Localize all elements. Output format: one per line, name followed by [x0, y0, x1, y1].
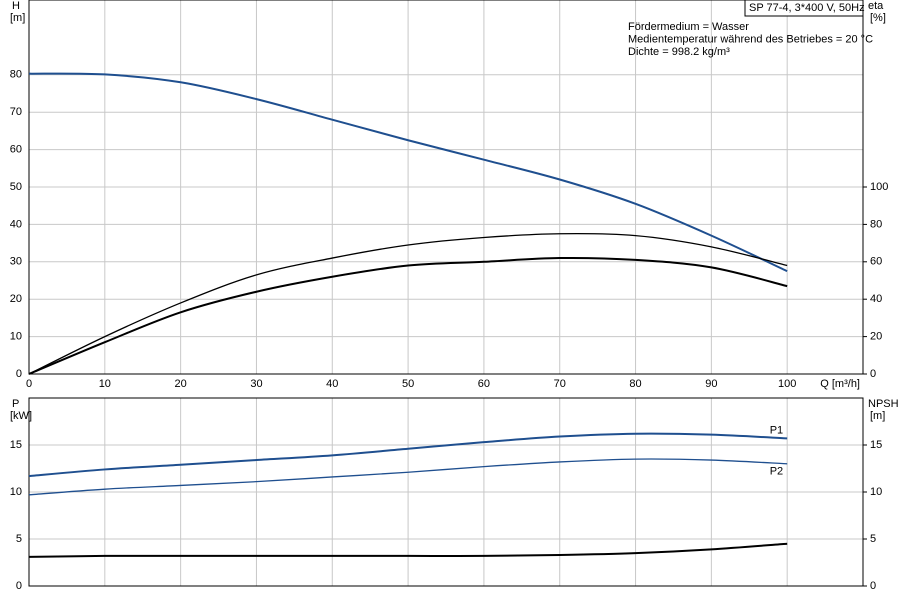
y-axis-unit: [kW]: [10, 410, 32, 422]
y2-axis-unit: [m]: [870, 410, 885, 422]
y2-tick-label: 10: [870, 486, 882, 498]
y2-tick-label: 15: [870, 439, 882, 451]
x-tick-label: 100: [778, 378, 796, 390]
x-axis-label: Q [m³/h]: [820, 378, 860, 390]
data-line: [28, 72, 788, 273]
x-tick-label: 0: [26, 378, 32, 390]
x-tick-label: 70: [554, 378, 566, 390]
data-line: [28, 256, 788, 375]
y2-axis-unit: [%]: [870, 12, 886, 24]
y-tick-label: 10: [10, 486, 22, 498]
series-label: P2: [770, 466, 783, 478]
plot-frame: [28, 397, 864, 587]
x-tick-label: 90: [705, 378, 717, 390]
y2-tick-label: 40: [870, 293, 882, 305]
y-tick-label: 70: [10, 106, 22, 118]
y-tick-label: 20: [10, 293, 22, 305]
y2-tick-label: 20: [870, 331, 882, 343]
y-tick-label: 30: [10, 256, 22, 268]
data-line: [28, 542, 788, 558]
y-tick-label: 0: [16, 580, 22, 592]
data-line: [28, 232, 788, 375]
data-line: [28, 458, 788, 496]
annotation: Medientemperatur während des Betriebes =…: [628, 33, 873, 45]
x-tick-label: 60: [478, 378, 490, 390]
y-axis-label: P: [12, 398, 19, 410]
subtitle: SP 77-4, 3*400 V, 50Hz: [749, 2, 865, 14]
y-tick-label: 50: [10, 181, 22, 193]
x-tick-label: 10: [99, 378, 111, 390]
y-tick-label: 40: [10, 218, 22, 230]
y-tick-label: 15: [10, 439, 22, 451]
series-label: P1: [770, 424, 783, 436]
y-axis-label: H: [12, 0, 20, 12]
data-line: [28, 432, 788, 478]
y2-tick-label: 0: [870, 368, 876, 380]
x-tick-label: 30: [250, 378, 262, 390]
y-tick-label: 80: [10, 69, 22, 81]
annotation: Fördermedium = Wasser: [628, 21, 749, 33]
y2-tick-label: 0: [870, 580, 876, 592]
y2-axis-label: NPSH: [868, 398, 899, 410]
info-box: [744, 0, 864, 17]
y2-axis-label: eta: [868, 0, 884, 12]
y2-tick-label: 60: [870, 256, 882, 268]
annotation: Dichte = 998.2 kg/m³: [628, 46, 730, 58]
y-tick-label: 60: [10, 144, 22, 156]
y-tick-label: 0: [16, 368, 22, 380]
x-tick-label: 50: [402, 378, 414, 390]
x-tick-label: 40: [326, 378, 338, 390]
y2-tick-label: 5: [870, 533, 876, 545]
y2-tick-label: 100: [870, 181, 888, 193]
y-tick-label: 10: [10, 331, 22, 343]
x-tick-label: 80: [629, 378, 641, 390]
plot-frame: [28, 0, 864, 375]
y2-tick-label: 80: [870, 218, 882, 230]
y-tick-label: 5: [16, 533, 22, 545]
y-axis-unit: [m]: [10, 12, 25, 24]
x-tick-label: 20: [175, 378, 187, 390]
